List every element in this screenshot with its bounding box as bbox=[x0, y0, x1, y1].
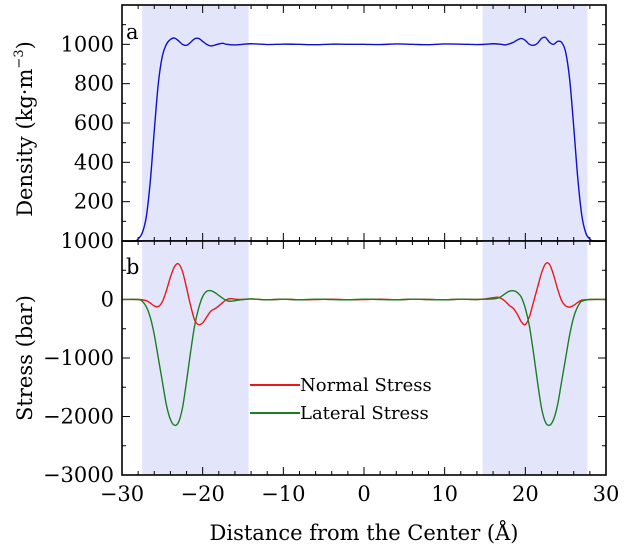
density-y-tick-label: 400 bbox=[74, 150, 114, 174]
density-y-axis-label-dot: · bbox=[13, 88, 37, 95]
x-tick-label: 10 bbox=[431, 482, 458, 506]
legend-label-lateral-stress: Lateral Stress bbox=[300, 403, 429, 424]
density-y-axis-label-exponent: −3 bbox=[12, 49, 27, 68]
x-tick-label: 0 bbox=[357, 482, 370, 506]
density-y-tick-label: 600 bbox=[74, 111, 114, 135]
x-tick-labels: −30 −20 −10 0 10 20 30 bbox=[100, 482, 620, 506]
lateral-stress-line bbox=[121, 289, 607, 427]
x-tick-label: −10 bbox=[261, 482, 305, 506]
stress-y-tick-label: 0 bbox=[101, 288, 114, 312]
stress-curves bbox=[121, 262, 607, 427]
x-tick-label: 20 bbox=[512, 482, 539, 506]
legend: Normal Stress Lateral Stress bbox=[250, 375, 432, 424]
stress-panel-letter: b bbox=[126, 255, 139, 279]
stress-y-tick-label: −1000 bbox=[43, 346, 114, 370]
stress-y-tick-label: 1000 bbox=[61, 229, 114, 253]
stress-y-tick-labels: −3000 −2000 −1000 0 1000 bbox=[43, 229, 114, 487]
density-y-tick-label: 200 bbox=[74, 190, 114, 214]
stress-shaded-region-0 bbox=[142, 241, 249, 475]
stress-shaded-region-1 bbox=[482, 241, 588, 475]
x-axis-label: Distance from the Center (Å) bbox=[210, 520, 519, 545]
density-y-tick-labels: 200 400 600 800 1000 bbox=[61, 32, 114, 213]
density-y-axis-label-close: ) bbox=[13, 41, 37, 49]
density-shaded-region-1 bbox=[482, 5, 588, 241]
x-tick-label: −30 bbox=[100, 482, 144, 506]
density-shaded-region-0 bbox=[142, 5, 249, 241]
density-y-tick-label: 800 bbox=[74, 72, 114, 96]
stress-y-tick-label: −3000 bbox=[43, 463, 114, 487]
x-tick-label: −20 bbox=[181, 482, 225, 506]
density-y-tick-label: 1000 bbox=[61, 32, 114, 56]
density-curves bbox=[121, 36, 607, 242]
stress-plot-frame bbox=[121, 240, 607, 476]
density-panel: 200 400 600 800 1000 a Density (kg·m−3) bbox=[12, 4, 607, 242]
density-y-axis-label-part: Density (kg bbox=[13, 95, 37, 217]
density-curve-line bbox=[121, 36, 607, 242]
density-y-axis-label-unit: m bbox=[13, 68, 37, 88]
stress-y-tick-label: −2000 bbox=[43, 405, 114, 429]
x-tick-label: 30 bbox=[593, 482, 620, 506]
density-panel-letter: a bbox=[126, 20, 139, 44]
density-y-axis-label: Density (kg·m−3) bbox=[12, 41, 37, 217]
density-shaded-regions bbox=[142, 5, 588, 241]
stress-shaded-regions bbox=[142, 241, 588, 475]
legend-label-normal-stress: Normal Stress bbox=[300, 375, 432, 396]
stress-y-axis-label: Stress (bar) bbox=[13, 295, 37, 421]
